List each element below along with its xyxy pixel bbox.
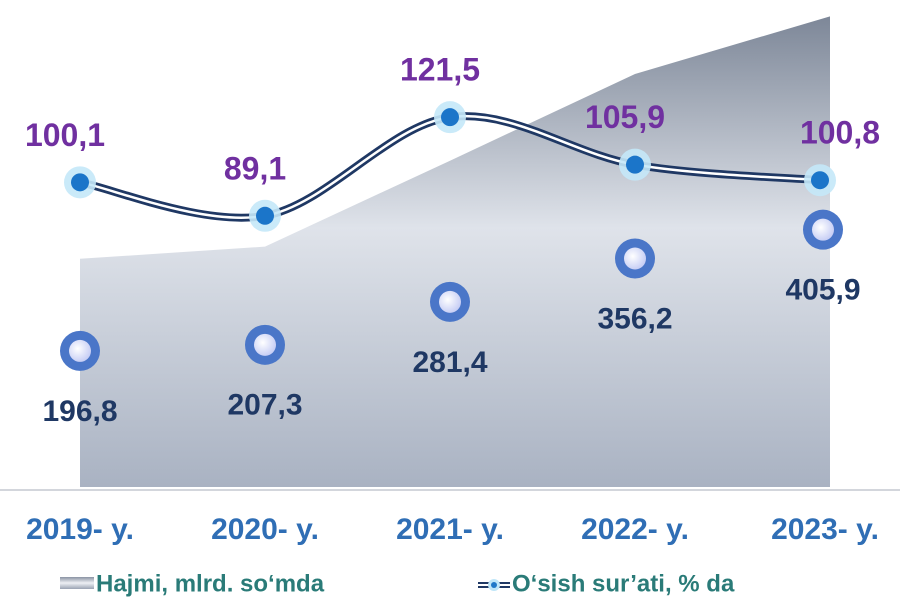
data-label: 89,1: [224, 150, 286, 186]
label-dot-inner: [69, 339, 91, 362]
x-tick-label: 2020- y.: [211, 513, 319, 546]
data-label: 121,5: [400, 52, 480, 88]
legend: Hajmi, mlrd. so‘mda O‘sish sur’ati, % da: [60, 570, 735, 597]
legend-label: Hajmi, mlrd. so‘mda: [96, 570, 325, 597]
label-dot-inner: [624, 247, 646, 270]
legend-swatch-area: [60, 577, 94, 589]
point: [811, 171, 829, 190]
data-label: 100,1: [25, 117, 105, 153]
legend-swatch-dot-core: [491, 582, 497, 588]
label-dot-inner: [812, 218, 834, 241]
data-label: 196,8: [42, 395, 117, 428]
x-tick-label: 2021- y.: [396, 513, 504, 546]
point: [256, 206, 274, 225]
label-dot-inner: [254, 333, 276, 356]
data-label: 105,9: [585, 99, 665, 135]
data-label: 207,3: [227, 389, 302, 422]
label-dot-inner: [439, 290, 461, 313]
area: [80, 16, 830, 488]
data-label: 281,4: [412, 346, 487, 379]
point: [441, 108, 459, 127]
x-tick-label: 2022- y.: [581, 513, 689, 546]
x-tick-label: 2019- y.: [26, 513, 134, 546]
data-label: 356,2: [597, 302, 672, 335]
data-label: 405,9: [785, 274, 860, 307]
legend-label: O‘sish sur’ati, % da: [512, 570, 735, 597]
point: [71, 173, 89, 192]
data-label: 100,8: [800, 115, 880, 151]
x-tick-label: 2023- y.: [771, 513, 879, 546]
point: [626, 155, 644, 174]
